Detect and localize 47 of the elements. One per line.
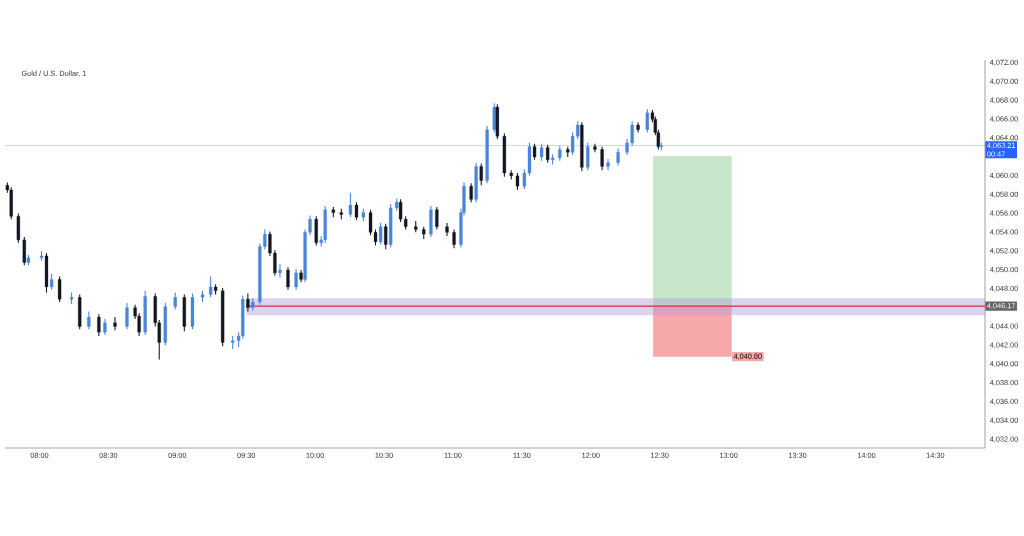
candlestick: [348, 192, 353, 218]
candlestick: [435, 206, 439, 231]
candlestick: [566, 146, 570, 158]
candlestick: [586, 142, 590, 171]
candlestick: [209, 276, 213, 298]
candlestick: [532, 143, 537, 161]
candlestick: [57, 276, 62, 303]
candlestick: [339, 208, 343, 220]
candlestick: [558, 145, 562, 162]
candlestick: [550, 153, 555, 166]
candlestick: [378, 222, 383, 246]
candlestick: [331, 206, 335, 218]
candlestick: [509, 169, 513, 181]
candlestick: [422, 226, 426, 240]
candlestick: [87, 310, 91, 330]
candlestick: [213, 283, 218, 296]
candlestick: [163, 302, 167, 346]
candlestick: [323, 205, 327, 244]
candlestick: [389, 203, 393, 248]
candlestick: [384, 223, 388, 250]
candlestick: [44, 252, 49, 294]
candlestick: [414, 220, 418, 233]
candlestick: [39, 250, 44, 262]
candlestick: [173, 292, 177, 311]
candlestick: [69, 292, 74, 305]
candlestick: [546, 144, 550, 164]
candlestick: [502, 132, 507, 178]
candlestick: [479, 163, 483, 186]
candlestick: [182, 293, 186, 332]
candlestick: [251, 297, 255, 312]
candlestick: [354, 201, 359, 221]
candlestick: [143, 290, 147, 336]
candlestick: [645, 108, 649, 134]
candlestick: [190, 293, 195, 330]
candlestick: [361, 208, 366, 222]
candlestick: [539, 143, 544, 162]
candlestick: [9, 186, 13, 220]
candlestick: [469, 182, 473, 203]
candlestick: [314, 215, 318, 247]
candlestick: [220, 287, 225, 347]
candlestick: [200, 290, 205, 303]
candlestick: [515, 172, 520, 191]
candlestick: [580, 121, 584, 172]
candlestick: [26, 254, 31, 266]
candlestick: [78, 293, 82, 330]
candlestick: [495, 103, 499, 140]
candlestick: [49, 273, 54, 291]
